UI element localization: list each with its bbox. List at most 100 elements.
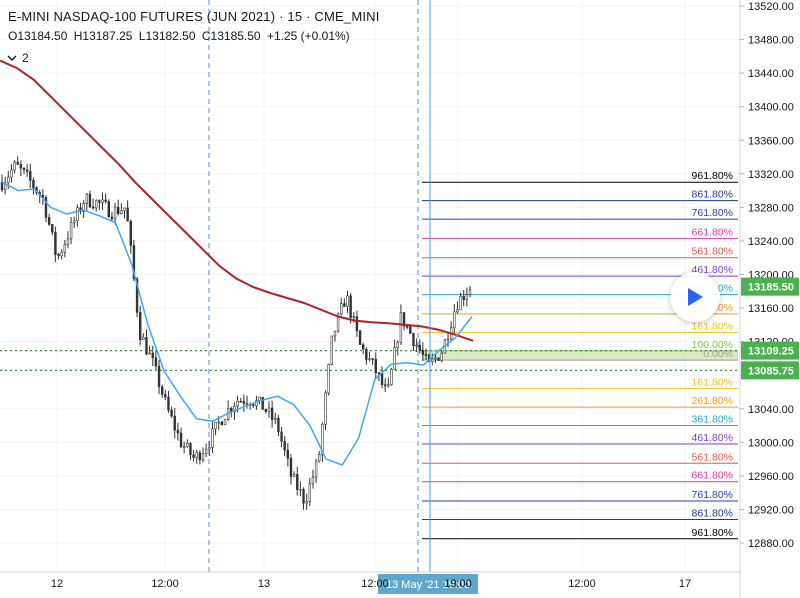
candle: [44, 195, 48, 223]
candle: [145, 329, 148, 356]
candle-body: [167, 396, 170, 411]
candle-body: [267, 407, 271, 412]
candle-body: [311, 476, 315, 485]
candle-body: [283, 440, 286, 451]
candle-body: [173, 415, 176, 431]
time-tick-label: 12: [51, 578, 63, 590]
candle-body: [242, 401, 246, 404]
play-icon: [688, 288, 703, 306]
candle-body: [387, 384, 390, 387]
candle: [32, 177, 35, 195]
candle-body: [402, 312, 406, 327]
candle: [123, 207, 126, 219]
candle-body: [286, 449, 290, 459]
candle-body: [371, 358, 374, 360]
candle-body: [51, 224, 54, 233]
candle-body: [380, 373, 384, 386]
price-badge-bg: [741, 277, 799, 296]
candle-body: [374, 358, 377, 374]
candle: [82, 200, 85, 219]
candle-body: [220, 421, 224, 426]
candle: [283, 435, 286, 457]
candle-body: [160, 386, 164, 395]
fib-level-label: 561.80%: [692, 451, 733, 463]
candle-body: [135, 278, 139, 313]
candle-body: [368, 358, 371, 360]
candle-body: [164, 394, 167, 398]
candle-body: [252, 404, 255, 407]
candle-body: [189, 443, 192, 456]
price-tick-label: 13280.00: [748, 202, 794, 214]
price-tick-label: 12960.00: [748, 471, 794, 483]
candle-body: [399, 312, 403, 343]
candle: [374, 352, 377, 379]
candle-body: [277, 417, 280, 433]
symbol-legend: E-MINI NASDAQ-100 FUTURES (JUN 2021) · 1…: [8, 9, 380, 43]
candle-body: [362, 344, 365, 350]
candle-body: [421, 349, 425, 355]
candle: [424, 348, 428, 360]
price-badge-label: 13185.50: [748, 282, 794, 294]
dotted-level-lines: [0, 350, 740, 371]
moving-averages: [0, 59, 474, 466]
price-badge-bg: [741, 341, 799, 360]
candle-body: [98, 200, 101, 203]
plot-background: [0, 0, 740, 572]
candle-body: [13, 161, 16, 171]
candle-body: [126, 207, 129, 222]
candle: [126, 200, 129, 222]
candle: [343, 298, 346, 307]
fib-level-label: 961.80%: [692, 170, 733, 182]
indicators-toggle[interactable]: 2: [6, 51, 29, 65]
time-axis[interactable]: 12 12:00 13 12:00 19:00 12:00 17: [0, 571, 740, 590]
fib-level-label: 161.80%: [692, 377, 733, 389]
candle: [10, 164, 13, 183]
candle: [63, 239, 67, 258]
candle-body: [456, 309, 459, 313]
candle: [418, 339, 421, 354]
candle: [296, 466, 299, 496]
candle: [110, 211, 114, 221]
candle-body: [358, 330, 362, 345]
candle-body: [63, 244, 67, 253]
price-tick-label: 13320.00: [748, 169, 794, 181]
candle-body: [120, 210, 123, 214]
candle-body: [440, 352, 443, 361]
candle: [314, 458, 318, 483]
candle: [223, 418, 227, 426]
candle: [415, 338, 418, 352]
candle: [371, 358, 374, 365]
candle: [148, 345, 151, 355]
candle-body: [264, 409, 268, 412]
candle-body: [409, 326, 412, 334]
indicators-count: 2: [22, 51, 29, 65]
candle-body: [330, 335, 333, 365]
candle: [51, 223, 54, 236]
symbol-title[interactable]: E-MINI NASDAQ-100 FUTURES (JUN 2021) · 1…: [8, 9, 380, 24]
candle-body: [195, 452, 198, 458]
candle-body: [10, 169, 13, 178]
fib-level-label: 661.80%: [692, 470, 733, 482]
candle: [85, 193, 89, 211]
price-tick-label: 13360.00: [748, 135, 794, 147]
candle-body: [170, 409, 173, 417]
candle: [47, 213, 51, 227]
price-axis[interactable]: 13520.00 13480.00 13440.00 13400.00 13360.00…: [739, 0, 794, 598]
candle: [29, 163, 32, 188]
candle: [358, 329, 362, 346]
candle: [107, 199, 110, 218]
candle-body: [154, 357, 158, 367]
candle-body: [123, 207, 126, 211]
candle-body: [217, 421, 220, 424]
low-value: L13182.50: [138, 29, 196, 43]
candle-body: [405, 325, 409, 328]
candle-body: [3, 182, 7, 191]
candle-body: [54, 231, 57, 255]
candle: [120, 203, 123, 215]
candle: [292, 471, 296, 478]
candle-body: [157, 365, 161, 388]
candle: [104, 193, 107, 204]
replay-play-button[interactable]: [670, 272, 720, 322]
candle-body: [139, 312, 142, 340]
